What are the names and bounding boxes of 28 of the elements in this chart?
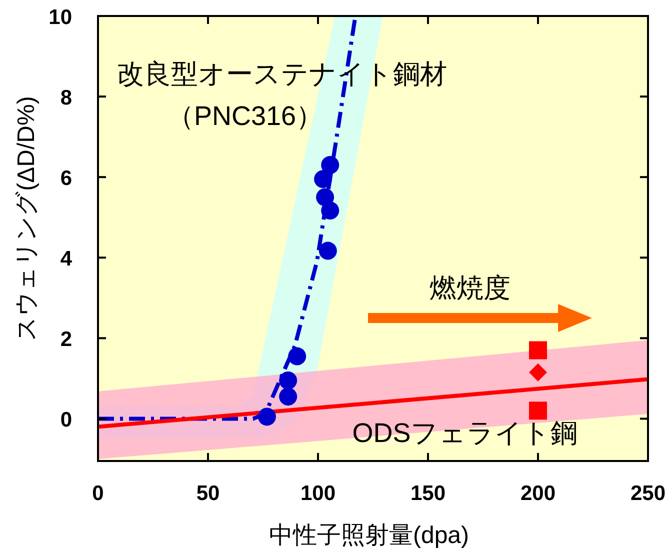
x-tick-label: 250 xyxy=(630,482,666,505)
y-tick-label: 4 xyxy=(60,248,72,271)
y-tick-label: 8 xyxy=(60,86,72,110)
x-tick-label: 100 xyxy=(300,482,336,505)
y-tick-label: 2 xyxy=(60,328,72,352)
point xyxy=(279,388,298,406)
x-tick-label: 0 xyxy=(92,482,104,505)
y-tick-label: 6 xyxy=(60,167,72,190)
x-tick-label: 150 xyxy=(410,482,446,505)
point xyxy=(318,242,337,260)
point xyxy=(529,341,547,360)
point xyxy=(288,347,306,366)
y-tick-label: 0 xyxy=(60,408,72,432)
x-tick-label: 200 xyxy=(520,482,556,505)
point xyxy=(316,188,334,206)
point xyxy=(314,170,332,188)
annotation: ODSフェライト鋼 xyxy=(352,418,578,448)
point xyxy=(321,156,340,174)
x-axis-title: 中性子照射量(dpa) xyxy=(268,522,470,549)
x-tick-label: 50 xyxy=(196,482,220,505)
annotation: 改良型オーステナイト鋼材 xyxy=(117,59,447,89)
annotation: 燃焼度 xyxy=(430,273,510,303)
point xyxy=(529,402,547,420)
point xyxy=(258,408,276,426)
y-axis-title: スウェリング(ΔD/D%) xyxy=(13,96,40,341)
annotation: （PNC316） xyxy=(166,101,324,131)
point xyxy=(279,371,298,390)
y-tick-label: 10 xyxy=(48,6,72,29)
